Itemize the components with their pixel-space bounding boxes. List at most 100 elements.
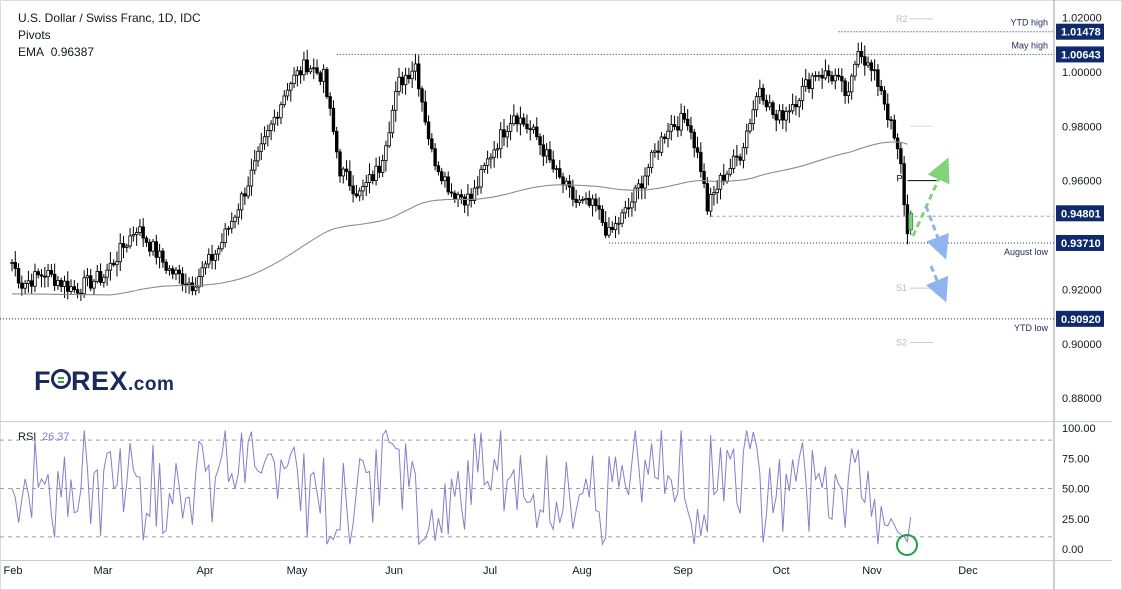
candle-body: [128, 235, 132, 247]
candle-body: [872, 69, 877, 72]
candle: [243, 187, 247, 205]
rsi-value: 26.37: [42, 431, 70, 443]
candle: [56, 275, 60, 290]
oversold-circle: [896, 534, 918, 556]
candle-body: [610, 226, 614, 231]
candle-body: [344, 168, 349, 172]
candle-body: [111, 262, 116, 266]
candle-body: [167, 268, 172, 271]
candle: [223, 223, 227, 248]
candle-body: [597, 205, 601, 210]
candle-body: [243, 193, 247, 197]
candle-body: [295, 70, 300, 76]
candle-body: [804, 79, 808, 87]
candle-body: [518, 117, 523, 125]
candle-body: [882, 90, 887, 105]
candle-body: [82, 277, 86, 295]
candle-body: [797, 100, 801, 108]
candle: [167, 265, 172, 276]
candle-body: [46, 269, 50, 278]
candle: [177, 264, 181, 284]
candle-body: [859, 51, 864, 58]
candle: [761, 83, 765, 105]
candle-body: [800, 85, 805, 102]
candle-body: [26, 280, 31, 284]
candle-body: [92, 280, 96, 289]
candle-body: [335, 130, 339, 153]
candle-body: [341, 168, 345, 177]
candle: [305, 49, 309, 75]
candle: [505, 125, 509, 148]
candle: [833, 68, 837, 90]
candle-body: [266, 130, 270, 138]
candle: [279, 101, 283, 125]
candle: [889, 116, 893, 130]
candle: [872, 59, 877, 81]
candle-body: [735, 155, 739, 158]
candle: [899, 142, 903, 174]
candle-body: [289, 83, 293, 91]
candle-body: [417, 63, 421, 90]
price-tag-label: May high: [1011, 40, 1048, 50]
candle-body: [541, 144, 546, 157]
price-tag-value: 1.00643: [1061, 49, 1101, 61]
candle: [787, 104, 792, 124]
candle: [253, 149, 257, 175]
candle: [318, 70, 323, 86]
candle: [722, 163, 726, 186]
candle-body: [492, 149, 496, 158]
candle: [840, 68, 844, 93]
candle-body: [348, 171, 352, 187]
candle-body: [708, 194, 713, 212]
candle-body: [131, 234, 136, 237]
candle: [407, 67, 411, 84]
candle-body: [33, 271, 37, 287]
forex-logo: F REX.com: [34, 366, 174, 397]
candle-body: [485, 158, 490, 166]
candle: [321, 64, 326, 94]
candle-body: [39, 274, 44, 277]
candle-body: [866, 62, 870, 66]
candle: [75, 282, 80, 299]
candle: [410, 61, 414, 88]
candle: [669, 114, 673, 141]
candle: [499, 122, 503, 159]
candle-body: [148, 242, 152, 252]
candle-body: [902, 163, 906, 206]
candle: [33, 263, 37, 293]
candle-body: [371, 174, 375, 181]
candle-body: [531, 126, 536, 130]
month-tick-label: Apr: [196, 565, 213, 577]
candle-body: [659, 136, 664, 153]
candle: [29, 273, 34, 294]
candle: [364, 174, 368, 197]
candle: [594, 193, 598, 212]
candle: [308, 65, 313, 75]
candle: [663, 133, 667, 144]
candle-body: [233, 216, 237, 222]
candle-body: [403, 74, 408, 86]
candle-body: [420, 88, 424, 103]
candle-body: [820, 74, 824, 79]
candle: [689, 116, 693, 140]
candle: [564, 177, 569, 191]
candle: [128, 227, 132, 249]
candle: [433, 143, 437, 171]
candle-body: [551, 159, 555, 170]
ema-value: 0.96387: [50, 45, 95, 59]
candle: [371, 170, 375, 185]
rsi-line: [11, 429, 912, 546]
candle-body: [193, 286, 198, 292]
candle: [489, 153, 493, 169]
candle-body: [827, 70, 831, 77]
candle-body: [777, 110, 782, 121]
candle-body: [351, 185, 355, 195]
candle: [246, 176, 250, 199]
candle: [207, 248, 211, 269]
candle-body: [535, 126, 539, 138]
candle: [85, 267, 90, 287]
candle-body: [702, 171, 706, 184]
candle: [357, 187, 362, 202]
candle-body: [695, 147, 700, 153]
